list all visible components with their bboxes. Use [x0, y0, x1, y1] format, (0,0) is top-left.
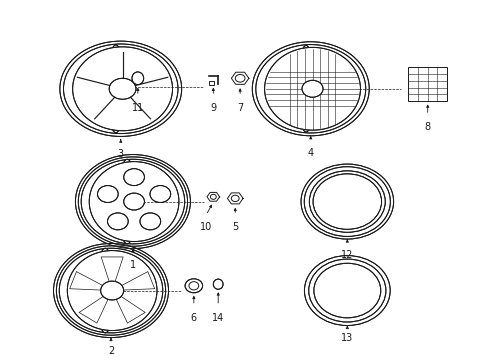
Ellipse shape	[304, 167, 391, 237]
Ellipse shape	[78, 157, 188, 246]
Text: 8: 8	[425, 122, 431, 132]
Polygon shape	[207, 192, 220, 201]
Ellipse shape	[59, 248, 163, 333]
Bar	[408, 67, 447, 102]
Ellipse shape	[314, 263, 381, 318]
Ellipse shape	[309, 259, 386, 322]
Text: 4: 4	[308, 148, 314, 158]
Ellipse shape	[297, 45, 315, 132]
Polygon shape	[122, 271, 155, 290]
Ellipse shape	[265, 48, 361, 130]
Ellipse shape	[56, 246, 166, 335]
Text: 13: 13	[341, 333, 353, 343]
Ellipse shape	[132, 72, 144, 85]
Ellipse shape	[301, 164, 393, 239]
Ellipse shape	[98, 185, 118, 202]
Ellipse shape	[96, 248, 115, 333]
Ellipse shape	[140, 213, 161, 230]
Polygon shape	[227, 193, 243, 204]
Text: 5: 5	[232, 222, 238, 232]
Ellipse shape	[213, 279, 223, 289]
Text: 10: 10	[200, 222, 212, 232]
Ellipse shape	[185, 279, 202, 293]
Text: 2: 2	[108, 346, 114, 356]
Text: 9: 9	[210, 103, 217, 113]
Polygon shape	[70, 271, 102, 290]
Ellipse shape	[100, 281, 123, 300]
Polygon shape	[79, 297, 108, 323]
Text: 14: 14	[212, 313, 224, 323]
Text: 11: 11	[132, 103, 144, 113]
Ellipse shape	[75, 154, 191, 249]
Ellipse shape	[67, 251, 157, 330]
Bar	[209, 81, 214, 85]
Ellipse shape	[252, 42, 369, 136]
Polygon shape	[101, 257, 123, 282]
Ellipse shape	[53, 243, 169, 338]
Text: 12: 12	[341, 250, 353, 260]
Ellipse shape	[309, 171, 385, 232]
Ellipse shape	[73, 47, 172, 131]
Polygon shape	[231, 72, 249, 84]
Ellipse shape	[64, 44, 178, 134]
Text: 1: 1	[130, 260, 136, 270]
Ellipse shape	[118, 159, 136, 244]
Ellipse shape	[304, 256, 390, 325]
Ellipse shape	[89, 162, 179, 242]
Ellipse shape	[107, 45, 125, 132]
Ellipse shape	[302, 80, 323, 97]
Ellipse shape	[256, 45, 366, 133]
Ellipse shape	[313, 174, 382, 229]
Ellipse shape	[109, 78, 136, 99]
Ellipse shape	[60, 41, 182, 136]
Ellipse shape	[124, 193, 145, 210]
Ellipse shape	[124, 168, 145, 186]
Ellipse shape	[150, 185, 171, 202]
Text: 3: 3	[118, 149, 124, 159]
Ellipse shape	[81, 159, 185, 244]
Ellipse shape	[107, 213, 128, 230]
Text: 6: 6	[191, 313, 197, 323]
Text: 7: 7	[237, 103, 243, 113]
Polygon shape	[116, 297, 145, 323]
